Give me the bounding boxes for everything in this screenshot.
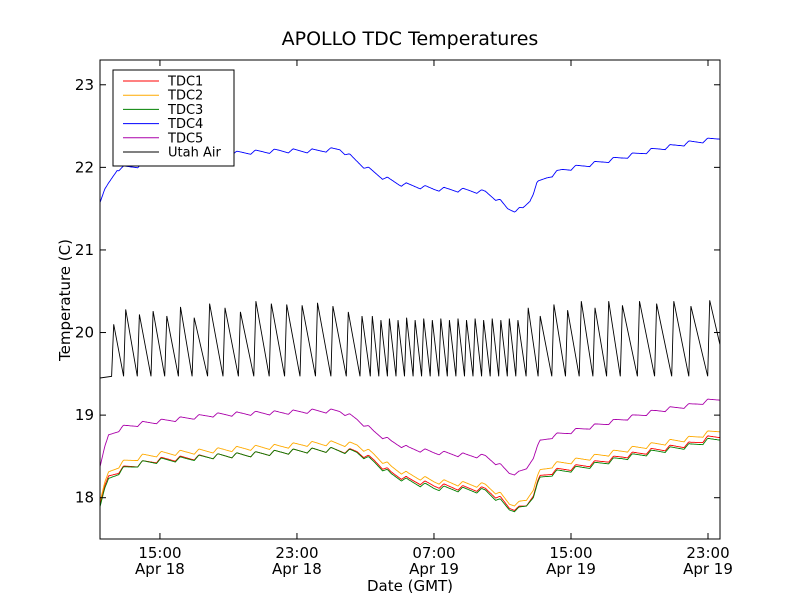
legend-label-tdc5: TDC5 — [167, 131, 203, 146]
series-line-utah-air — [100, 300, 720, 379]
y-tick-label: 18 — [75, 489, 94, 507]
series-line-tdc3 — [100, 437, 720, 513]
series-line-tdc2 — [100, 430, 720, 507]
x-tick-label-time: 07:00 — [412, 544, 455, 562]
x-tick-label-time: 23:00 — [686, 544, 729, 562]
x-tick-label-date: Apr 19 — [409, 560, 459, 578]
x-tick-label-date: Apr 18 — [135, 560, 185, 578]
legend-label-tdc1: TDC1 — [167, 75, 203, 90]
y-tick-label: 19 — [75, 406, 94, 424]
y-tick-label: 22 — [75, 158, 94, 176]
legend-frame — [112, 69, 235, 167]
x-tick-label-time: 15:00 — [138, 544, 181, 562]
series-layer — [100, 137, 720, 513]
legend-label-tdc2: TDC2 — [167, 89, 203, 104]
y-axis-label: Temperature (C) — [56, 239, 74, 362]
series-line-tdc5 — [100, 398, 720, 476]
y-tick-label: 20 — [75, 324, 94, 342]
legend-label-tdc4: TDC4 — [167, 117, 203, 132]
plot-frame — [99, 59, 721, 540]
x-tick-label-date: Apr 18 — [272, 560, 322, 578]
legend-label-tdc3: TDC3 — [167, 103, 203, 118]
legend-label-utah-air: Utah Air — [168, 146, 221, 161]
y-tick-label: 21 — [75, 241, 94, 259]
x-tick-label-date: Apr 19 — [683, 560, 733, 578]
x-tick-label-time: 23:00 — [275, 544, 318, 562]
x-tick-label-time: 15:00 — [549, 544, 592, 562]
x-axis-label: Date (GMT) — [367, 577, 453, 595]
y-tick-label: 23 — [75, 76, 94, 94]
chart-title: APOLLO TDC Temperatures — [282, 28, 539, 50]
x-tick-label-date: Apr 19 — [546, 560, 596, 578]
